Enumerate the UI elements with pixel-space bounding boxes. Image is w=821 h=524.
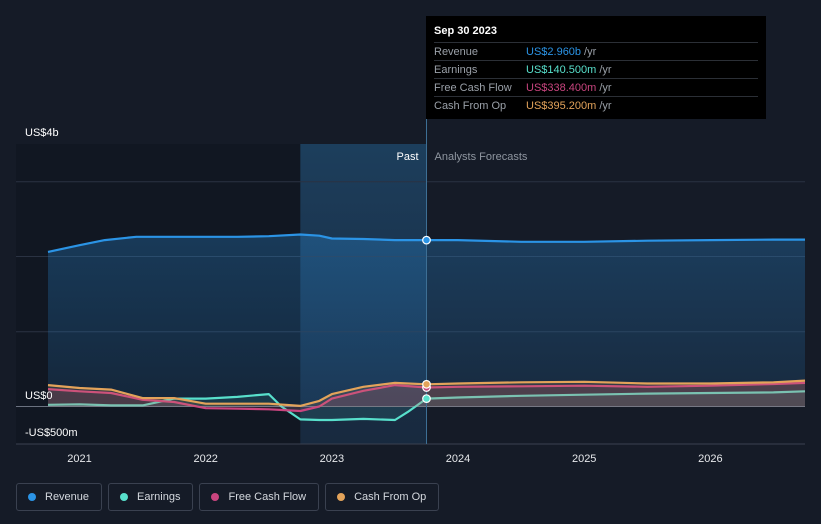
- revenue-line: [47, 233, 805, 253]
- tooltip-value: US$2.960b: [526, 45, 582, 58]
- legend-label: Revenue: [45, 491, 90, 503]
- tooltip: Sep 30 2023 Revenue US$2.960b /yr Earnin…: [426, 16, 766, 119]
- tooltip-unit: /yr: [599, 99, 612, 112]
- x-tick-label: 2024: [446, 453, 470, 465]
- x-tick-label: 2023: [320, 453, 344, 465]
- x-tick-label: 2026: [698, 453, 722, 465]
- tooltip-label: Cash From Op: [434, 99, 507, 112]
- legend-item-earnings[interactable]: Earnings: [108, 483, 194, 511]
- legend-item-revenue[interactable]: Revenue: [16, 483, 103, 511]
- cash-from-op-hover-point: [422, 379, 431, 389]
- tooltip-unit: /yr: [599, 81, 612, 94]
- tooltip-row-earnings: Earnings US$140.500m /yr: [434, 60, 758, 78]
- legend-label: Free Cash Flow: [228, 491, 307, 503]
- tooltip-label: Free Cash Flow: [434, 81, 512, 94]
- x-tick-label: 2022: [193, 453, 217, 465]
- tooltip-label: Revenue: [434, 45, 479, 58]
- revenue-hover-point: [422, 235, 431, 245]
- tooltip-row-revenue: Revenue US$2.960b /yr: [434, 42, 758, 60]
- tooltip-value: US$140.500m: [526, 63, 597, 76]
- legend-item-free-cash-flow[interactable]: Free Cash Flow: [199, 483, 320, 511]
- tooltip-unit: /yr: [599, 63, 612, 76]
- tooltip-value: US$338.400m: [526, 81, 597, 94]
- free-cash-flow-line: [47, 381, 806, 413]
- legend-label: Earnings: [137, 491, 181, 503]
- earnings-hover-point: [422, 394, 431, 404]
- x-tick-label: 2021: [67, 453, 91, 465]
- past-label: Past: [396, 151, 418, 163]
- legend-dot-icon: [28, 493, 36, 501]
- forecast-label: Analysts Forecasts: [435, 151, 528, 163]
- legend-item-cash-from-op[interactable]: Cash From Op: [325, 483, 440, 511]
- cash-from-op-line: [47, 379, 806, 407]
- tooltip-value: US$395.200m: [526, 99, 597, 112]
- tooltip-row-cash-from-op: Cash From Op US$395.200m /yr: [434, 96, 758, 114]
- legend-label: Cash From Op: [354, 491, 427, 503]
- y-label-bottom: -US$500m: [25, 427, 78, 439]
- legend: Revenue Earnings Free Cash Flow Cash Fro…: [16, 483, 440, 511]
- tooltip-label: Earnings: [434, 63, 478, 76]
- tooltip-date: Sep 30 2023: [434, 25, 497, 37]
- legend-dot-icon: [337, 493, 346, 501]
- y-label-zero: US$0: [25, 390, 53, 402]
- legend-dot-icon: [211, 493, 220, 501]
- tooltip-unit: /yr: [584, 45, 597, 58]
- legend-dot-icon: [120, 493, 129, 501]
- y-label-top: US$4b: [25, 127, 59, 139]
- tooltip-row-free-cash-flow: Free Cash Flow US$338.400m /yr: [434, 78, 758, 96]
- x-tick-label: 2025: [572, 453, 596, 465]
